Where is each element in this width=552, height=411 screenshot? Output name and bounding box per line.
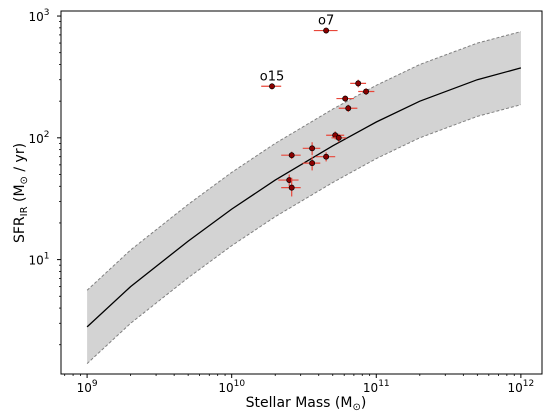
y-axis-label: SFRIR (M⊙ / yr) — [12, 143, 30, 243]
data-point — [336, 95, 354, 102]
x-axis-label: Stellar Mass (M⊙) — [246, 395, 367, 411]
lower-band-edge — [86, 104, 522, 364]
x-tick-label: 109 — [77, 379, 98, 395]
data-point — [302, 156, 321, 171]
point-marker — [345, 105, 352, 112]
point-marker — [342, 95, 349, 102]
y-tick-label: 101 — [28, 252, 49, 268]
point-marker — [363, 88, 370, 95]
data-point — [281, 177, 301, 197]
data-point — [331, 133, 347, 143]
point-marker — [323, 27, 330, 34]
data-point — [350, 79, 367, 88]
y-axis-ticks: 101 102 103 — [28, 8, 61, 346]
x-tick-label: 1011 — [363, 379, 390, 395]
point-annotation: o15 — [260, 69, 285, 84]
point-annotation: o7 — [318, 14, 334, 29]
annotations-layer: o7 o15 — [260, 14, 335, 85]
data-point — [302, 142, 321, 156]
data-point — [358, 88, 375, 95]
scatter-band-layer — [86, 31, 522, 364]
upper-band-edge — [86, 31, 522, 291]
point-marker — [309, 145, 316, 152]
scatter-band — [87, 31, 521, 364]
data-point — [261, 83, 282, 90]
point-marker — [335, 134, 342, 141]
point-marker — [288, 152, 295, 159]
data-points-layer — [261, 27, 375, 197]
y-tick-label: 102 — [28, 130, 49, 146]
point-marker — [286, 177, 293, 184]
data-point — [338, 104, 358, 112]
point-marker — [355, 80, 362, 87]
data-point — [315, 152, 336, 162]
x-axis-ticks: 109 1010 1011 1012 — [64, 374, 535, 395]
point-marker — [288, 184, 295, 191]
point-marker — [323, 153, 330, 160]
x-tick-label: 1012 — [508, 379, 535, 395]
data-point — [313, 27, 338, 34]
point-marker — [269, 83, 275, 90]
y-tick-label: 103 — [28, 8, 49, 24]
data-point — [281, 151, 301, 160]
data-point — [278, 174, 299, 187]
plot-frame — [60, 10, 543, 375]
point-marker — [309, 160, 316, 167]
x-tick-label: 1010 — [218, 379, 245, 395]
